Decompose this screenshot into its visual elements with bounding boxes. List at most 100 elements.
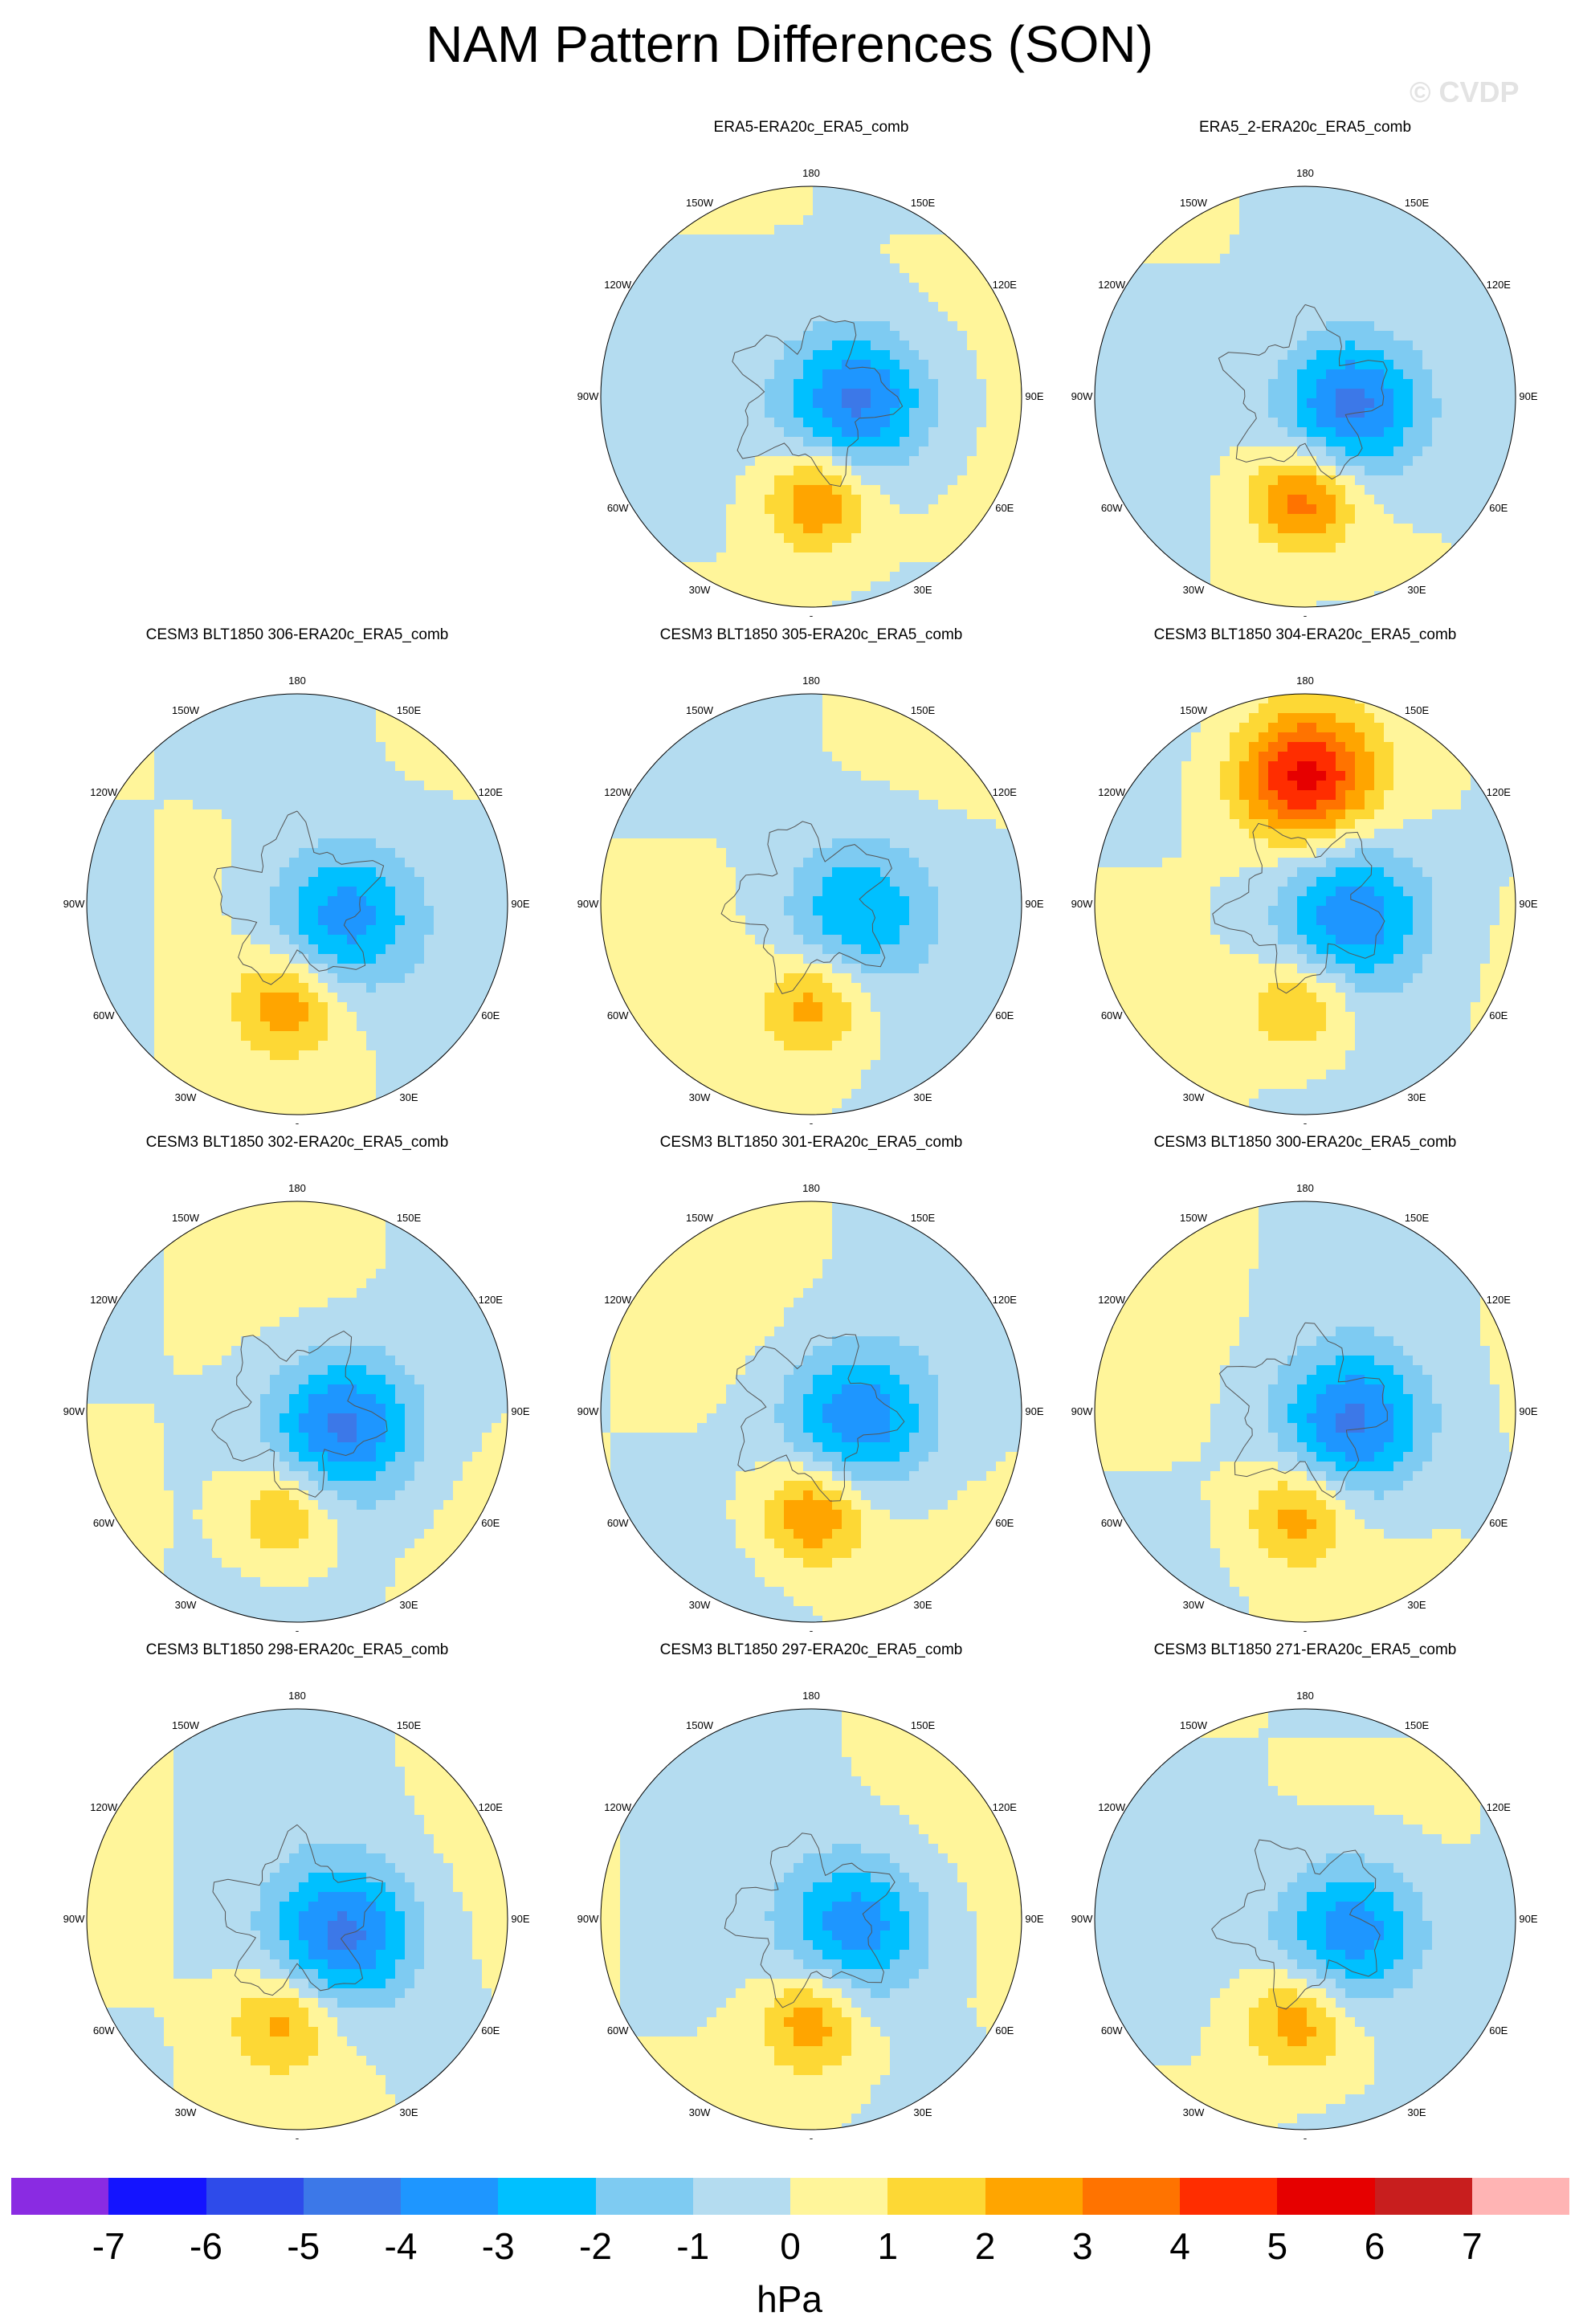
field-cell — [405, 1012, 415, 1022]
field-cell — [1162, 524, 1173, 534]
field-cell — [1143, 398, 1153, 409]
field-cell — [1143, 369, 1153, 380]
field-cell — [928, 466, 939, 476]
field-cell — [241, 1079, 251, 1090]
field-cell — [106, 848, 116, 858]
field-cell — [251, 1050, 261, 1061]
field-cell — [774, 723, 785, 733]
field-cell — [668, 514, 679, 524]
field-cell — [890, 302, 900, 312]
field-cell — [337, 781, 348, 791]
field-cell — [164, 915, 174, 926]
field-cell — [1201, 514, 1211, 524]
field-cell — [1124, 389, 1134, 399]
field-cell — [1374, 514, 1385, 524]
field-cell — [1451, 340, 1462, 351]
field-cell — [1133, 398, 1144, 409]
field-cell — [919, 552, 929, 563]
field-cell — [986, 321, 997, 332]
field-cell — [1393, 389, 1404, 399]
field-cell — [173, 838, 184, 849]
field-cell — [96, 906, 107, 916]
field-cell — [909, 225, 920, 235]
field-cell — [668, 389, 679, 399]
field-cell — [716, 263, 727, 274]
field-cell — [212, 819, 222, 830]
field-cell — [668, 350, 679, 361]
field-cell — [1268, 543, 1279, 553]
field-cell — [1104, 446, 1115, 457]
field-cell — [1451, 514, 1462, 524]
field-cell — [1316, 379, 1327, 389]
field-cell — [1461, 273, 1471, 283]
field-cell — [832, 369, 843, 380]
field-cell — [890, 244, 900, 255]
field-cell — [784, 761, 794, 772]
field-cell — [376, 732, 386, 743]
field-cell — [755, 437, 765, 447]
field-cell — [1249, 234, 1259, 245]
field-cell — [1249, 446, 1259, 457]
field-cell — [116, 954, 126, 964]
field-cell — [1413, 244, 1423, 255]
field-cell — [299, 944, 309, 955]
field-cell — [716, 562, 727, 573]
field-cell — [784, 771, 794, 781]
field-cell — [1259, 331, 1269, 341]
field-cell — [842, 186, 852, 197]
field-cell — [318, 1079, 328, 1090]
field-cell — [1153, 331, 1163, 341]
field-cell — [851, 206, 862, 216]
field-cell — [900, 360, 910, 370]
field-cell — [202, 1050, 213, 1061]
field-cell — [909, 312, 920, 322]
field-cell — [1297, 543, 1308, 553]
field-cell — [986, 418, 997, 428]
field-cell — [1124, 302, 1134, 312]
field-cell — [1162, 244, 1173, 255]
field-cell — [687, 263, 698, 274]
field-cell — [279, 867, 290, 878]
field-cell — [1422, 514, 1433, 524]
field-cell — [919, 732, 929, 743]
field-cell — [1374, 456, 1385, 467]
field-cell — [948, 254, 958, 264]
field-cell — [328, 723, 338, 733]
field-cell — [1374, 206, 1385, 216]
field-cell — [813, 591, 823, 601]
field-cell — [251, 896, 261, 907]
field-cell — [299, 1108, 309, 1115]
field-cell — [1471, 475, 1481, 486]
field-cell — [948, 485, 958, 495]
field-cell — [299, 732, 309, 743]
field-cell — [861, 398, 871, 409]
field-cell — [957, 360, 968, 370]
field-cell — [241, 1041, 251, 1051]
field-cell — [803, 398, 814, 409]
field-cell — [755, 186, 765, 197]
field-cell — [1442, 456, 1452, 467]
field-cell — [173, 771, 184, 781]
field-cell — [193, 838, 203, 849]
field-cell — [726, 562, 736, 573]
field-cell — [1345, 524, 1356, 534]
field-cell — [212, 1041, 222, 1051]
field-cell — [376, 829, 386, 839]
field-cell — [1499, 389, 1510, 399]
field-cell — [386, 993, 396, 1003]
field-cell — [861, 254, 871, 264]
field-cell — [745, 312, 756, 322]
field-cell — [386, 1012, 396, 1022]
field-cell — [414, 973, 425, 984]
field-cell — [1374, 446, 1385, 457]
field-cell — [1432, 340, 1442, 351]
field-cell — [832, 562, 843, 573]
field-cell — [687, 533, 698, 544]
field-cell — [347, 781, 357, 791]
field-cell — [1451, 379, 1462, 389]
field-cell — [1403, 475, 1414, 486]
field-cell — [251, 752, 261, 762]
field-cell — [202, 752, 213, 762]
field-cell — [755, 446, 765, 457]
field-cell — [1172, 437, 1182, 447]
